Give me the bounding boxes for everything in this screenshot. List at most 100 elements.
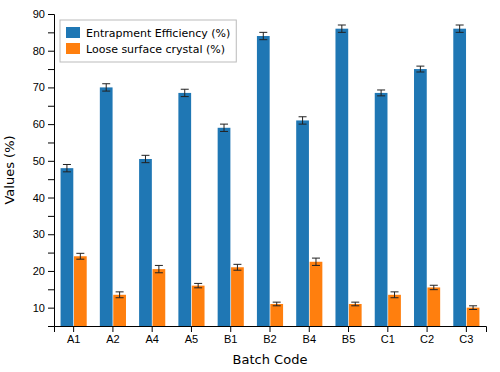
error-bar (194, 283, 202, 287)
error-bar-cap (181, 89, 189, 90)
error-bar-stem (119, 292, 120, 298)
x-tick: B1 (224, 326, 237, 345)
bar (61, 168, 74, 326)
y-tick (48, 179, 54, 180)
error-bar-cap (299, 116, 307, 117)
error-bar (102, 84, 110, 91)
y-tick-mark (48, 326, 54, 327)
x-tick-label: B2 (263, 333, 276, 345)
error-bar-cap (469, 309, 477, 310)
error-bar (456, 25, 464, 32)
x-tick: A5 (185, 326, 198, 345)
bar (467, 308, 480, 326)
error-bar-cap (416, 71, 424, 72)
error-bar (338, 25, 346, 32)
x-tick: C3 (459, 326, 473, 345)
error-bar-cap (391, 297, 399, 298)
y-tick-label: 70 (33, 81, 45, 93)
error-bar (155, 265, 163, 272)
bar (349, 304, 362, 326)
bar (335, 29, 348, 326)
error-bar-cap (273, 305, 281, 306)
chart-container: A1A2A4A5B1B2B4B5C1C2C3102030405060708090… (0, 0, 500, 372)
error-bar-cap (63, 171, 71, 172)
x-tick-mark (387, 326, 388, 332)
error-bar-stem (66, 164, 67, 171)
y-tick-label: 60 (33, 118, 45, 130)
x-tick: A4 (145, 326, 158, 345)
y-tick (48, 216, 54, 217)
error-bar (469, 306, 477, 310)
y-tick-label: 80 (33, 45, 45, 57)
error-bar (181, 89, 189, 96)
error-bar-cap (312, 258, 320, 259)
y-tick: 70 (33, 81, 54, 93)
error-bar-cap (194, 283, 202, 284)
legend-label: Loose surface crystal (%) (86, 43, 225, 56)
y-tick-mark (48, 87, 54, 88)
bar (427, 287, 440, 326)
error-bar-cap (351, 302, 359, 303)
error-bar-cap (220, 131, 228, 132)
y-tick: 30 (33, 228, 54, 240)
y-tick-mark (48, 69, 54, 70)
y-tick (48, 326, 54, 327)
error-bar-cap (338, 32, 346, 33)
y-tick-mark (48, 124, 54, 125)
error-bar (312, 258, 320, 265)
error-bar-stem (433, 285, 434, 289)
bar (74, 256, 87, 326)
y-tick-mark (48, 271, 54, 272)
x-tick: B5 (342, 326, 355, 345)
error-bar (116, 292, 124, 298)
y-tick: 40 (33, 192, 54, 204)
y-tick: 10 (33, 302, 54, 314)
marks (61, 25, 480, 326)
error-bar-cap (469, 305, 477, 306)
x-tick-mark (427, 326, 428, 332)
y-tick-mark (48, 289, 54, 290)
legend: Entrapment Efficiency (%) Loose surface c… (60, 20, 236, 62)
error-bar (233, 264, 241, 270)
y-tick-mark (48, 308, 54, 309)
error-bar-stem (145, 155, 146, 162)
y-tick: 90 (33, 8, 54, 20)
x-tick: B2 (263, 326, 276, 345)
x-tick-label: B4 (303, 333, 316, 345)
error-bar-stem (315, 258, 316, 265)
error-bar-cap (194, 287, 202, 288)
error-bar-cap (102, 83, 110, 84)
error-bar-cap (430, 289, 438, 290)
y-axis-title: Values (%) (2, 135, 17, 204)
y-tick (48, 32, 54, 33)
error-bar-stem (420, 66, 421, 72)
legend-item: Loose surface crystal (%) (66, 43, 225, 56)
legend-label: Entrapment Efficiency (%) (86, 27, 230, 40)
y-tick-mark (48, 234, 54, 235)
y-tick-mark (48, 253, 54, 254)
y-tick-mark (48, 14, 54, 15)
error-bar (273, 302, 281, 306)
y-tick (48, 142, 54, 143)
error-bar-cap (273, 302, 281, 303)
error-bar-stem (381, 90, 382, 96)
error-bar-stem (80, 253, 81, 259)
legend-swatch (66, 43, 80, 54)
x-tick-label: A5 (185, 333, 198, 345)
y-tick-mark (48, 106, 54, 107)
y-tick-label: 40 (33, 192, 45, 204)
error-bar-cap (220, 124, 228, 125)
x-tick-label: A2 (106, 333, 119, 345)
error-bar (141, 155, 149, 162)
error-bar-cap (338, 25, 346, 26)
error-bar-cap (141, 155, 149, 156)
y-tick-label: 50 (33, 155, 45, 167)
error-bar-cap (76, 253, 84, 254)
error-bar-stem (355, 302, 356, 306)
x-tick-label: C3 (459, 333, 473, 345)
bar (139, 159, 152, 326)
error-bar-cap (456, 25, 464, 26)
x-tick-label: A1 (67, 333, 80, 345)
y-tick-mark (48, 32, 54, 33)
y-axis-line (48, 15, 55, 327)
